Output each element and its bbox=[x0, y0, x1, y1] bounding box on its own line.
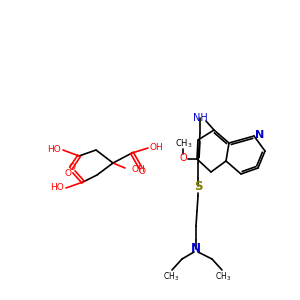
Text: O: O bbox=[64, 169, 71, 178]
Text: OH: OH bbox=[131, 166, 145, 175]
Text: O: O bbox=[179, 153, 187, 163]
Text: HO: HO bbox=[47, 145, 61, 154]
Text: O: O bbox=[68, 163, 76, 172]
Text: CH$_3$: CH$_3$ bbox=[163, 271, 179, 283]
Text: HO: HO bbox=[50, 184, 64, 193]
Text: N: N bbox=[191, 242, 201, 254]
Text: S: S bbox=[194, 179, 202, 193]
Text: NH: NH bbox=[193, 113, 207, 123]
Text: O: O bbox=[139, 167, 145, 176]
Text: CH$_3$: CH$_3$ bbox=[175, 138, 193, 150]
Text: N: N bbox=[255, 130, 265, 140]
Text: OH: OH bbox=[150, 142, 164, 152]
Text: CH$_3$: CH$_3$ bbox=[215, 271, 231, 283]
